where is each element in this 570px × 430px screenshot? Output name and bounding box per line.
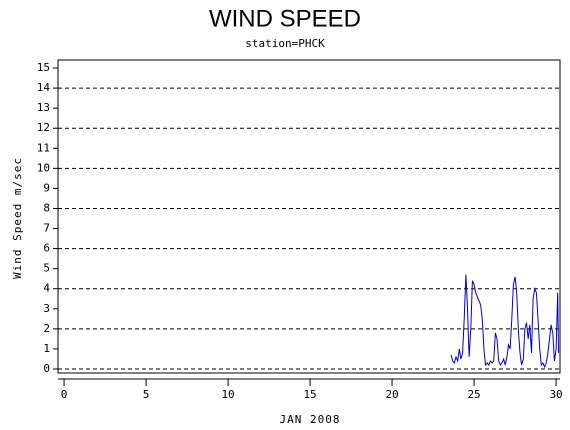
x-tick-label: 30: [549, 388, 562, 401]
x-tick-label: 5: [143, 388, 150, 401]
plot-frame: [57, 59, 561, 374]
y-axis-label: Wind Speed m/sec: [11, 157, 24, 279]
x-tick-label: 0: [61, 388, 68, 401]
y-tick-label: 13: [37, 101, 50, 114]
y-tick-label: 4: [43, 282, 50, 295]
x-tick-label: 20: [385, 388, 398, 401]
y-tick-label: 11: [37, 141, 50, 154]
y-tick-label: 8: [43, 201, 50, 214]
y-tick-label: 0: [43, 362, 50, 375]
y-tick-label: 12: [37, 121, 50, 134]
x-tick-label: 10: [221, 388, 234, 401]
y-tick-label: 15: [37, 61, 50, 74]
y-tick-label: 1: [43, 342, 50, 355]
y-tick-label: 9: [43, 181, 50, 194]
y-tick-label: 7: [43, 222, 50, 235]
y-tick-label: 5: [43, 262, 50, 275]
chart-title: WIND SPEED: [209, 5, 361, 32]
y-tick-label: 6: [43, 242, 50, 255]
x-axis-label: JAN 2008: [280, 413, 341, 426]
y-tick-label: 10: [37, 161, 50, 174]
y-tick-label: 14: [37, 81, 51, 94]
x-tick-label: 15: [303, 388, 316, 401]
line-series: [450, 274, 559, 369]
y-tick-label: 2: [43, 322, 50, 335]
chart-subtitle: station=PHCK: [245, 37, 325, 50]
y-tick-label: 3: [43, 302, 50, 315]
x-tick-label: 25: [467, 388, 480, 401]
